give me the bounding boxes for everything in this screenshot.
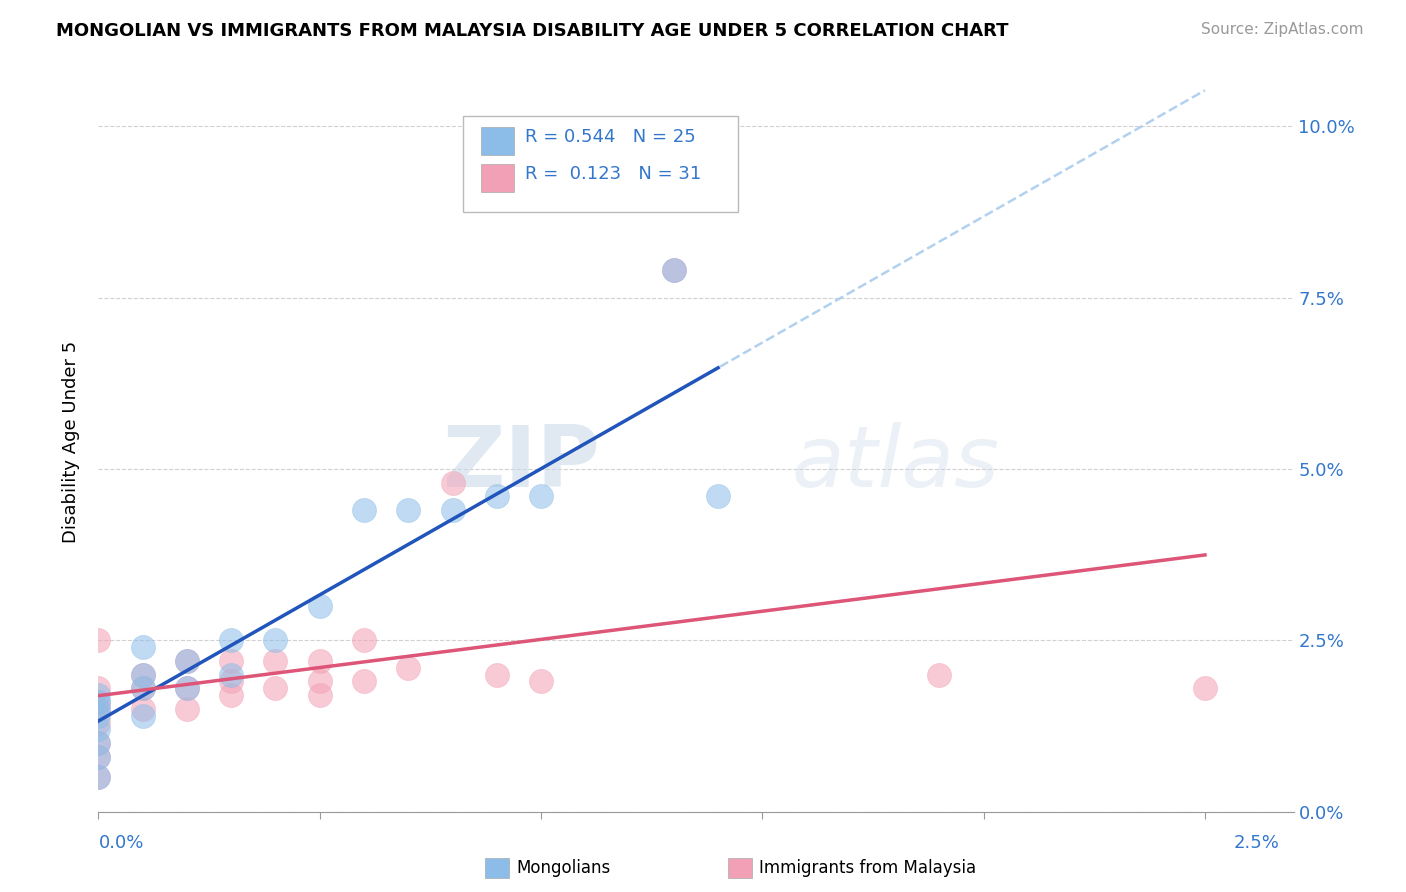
Bar [481,164,515,192]
Point [87,750,110,764]
Point [662,263,685,277]
Point [353,633,375,648]
Point [396,503,419,517]
Point [176,654,198,668]
Point [219,654,242,668]
Y-axis label: Disability Age Under 5: Disability Age Under 5 [62,341,80,542]
Text: Immigrants from Malaysia: Immigrants from Malaysia [759,859,976,877]
Text: Source: ZipAtlas.com: Source: ZipAtlas.com [1201,22,1364,37]
Point [131,667,153,681]
Point [131,702,153,716]
Point [87,750,110,764]
Point [485,489,508,503]
Point [353,503,375,517]
Point [308,599,330,613]
Point [87,681,110,696]
Point [530,489,553,503]
Point [131,640,153,655]
FancyBboxPatch shape [463,116,738,212]
Point [87,702,110,716]
Point [87,771,110,785]
Point [87,695,110,709]
Point [131,667,153,681]
Point [176,702,198,716]
Point [131,681,153,696]
Text: atlas: atlas [792,422,1000,505]
Point [87,688,110,702]
Point [308,674,330,689]
Text: R = 0.544   N = 25: R = 0.544 N = 25 [524,128,696,146]
Point [264,654,287,668]
Point [353,674,375,689]
Point [485,667,508,681]
Text: R =  0.123   N = 31: R = 0.123 N = 31 [524,165,702,184]
Point [928,667,950,681]
Text: 2.5%: 2.5% [1233,834,1279,852]
Point [264,633,287,648]
Point [87,702,110,716]
Point [219,667,242,681]
Point [308,688,330,702]
Bar [481,127,515,155]
Point [87,715,110,730]
Point [87,771,110,785]
Text: MONGOLIAN VS IMMIGRANTS FROM MALAYSIA DISABILITY AGE UNDER 5 CORRELATION CHART: MONGOLIAN VS IMMIGRANTS FROM MALAYSIA DI… [56,22,1008,40]
Point [87,736,110,750]
Text: 0.0%: 0.0% [98,834,143,852]
Point [219,674,242,689]
Point [87,736,110,750]
Point [176,681,198,696]
Point [308,654,330,668]
Text: ZIP: ZIP [443,422,600,505]
Point [131,708,153,723]
Point [87,708,110,723]
Point [396,661,419,675]
Point [441,503,464,517]
Point [441,475,464,490]
Point [662,263,685,277]
Point [87,723,110,737]
Point [87,633,110,648]
Point [87,695,110,709]
Point [530,674,553,689]
Point [707,489,730,503]
Point [219,633,242,648]
Point [264,681,287,696]
Point [131,681,153,696]
Point [176,681,198,696]
Point [1194,681,1216,696]
Point [176,654,198,668]
Text: Mongolians: Mongolians [516,859,610,877]
Point [219,688,242,702]
